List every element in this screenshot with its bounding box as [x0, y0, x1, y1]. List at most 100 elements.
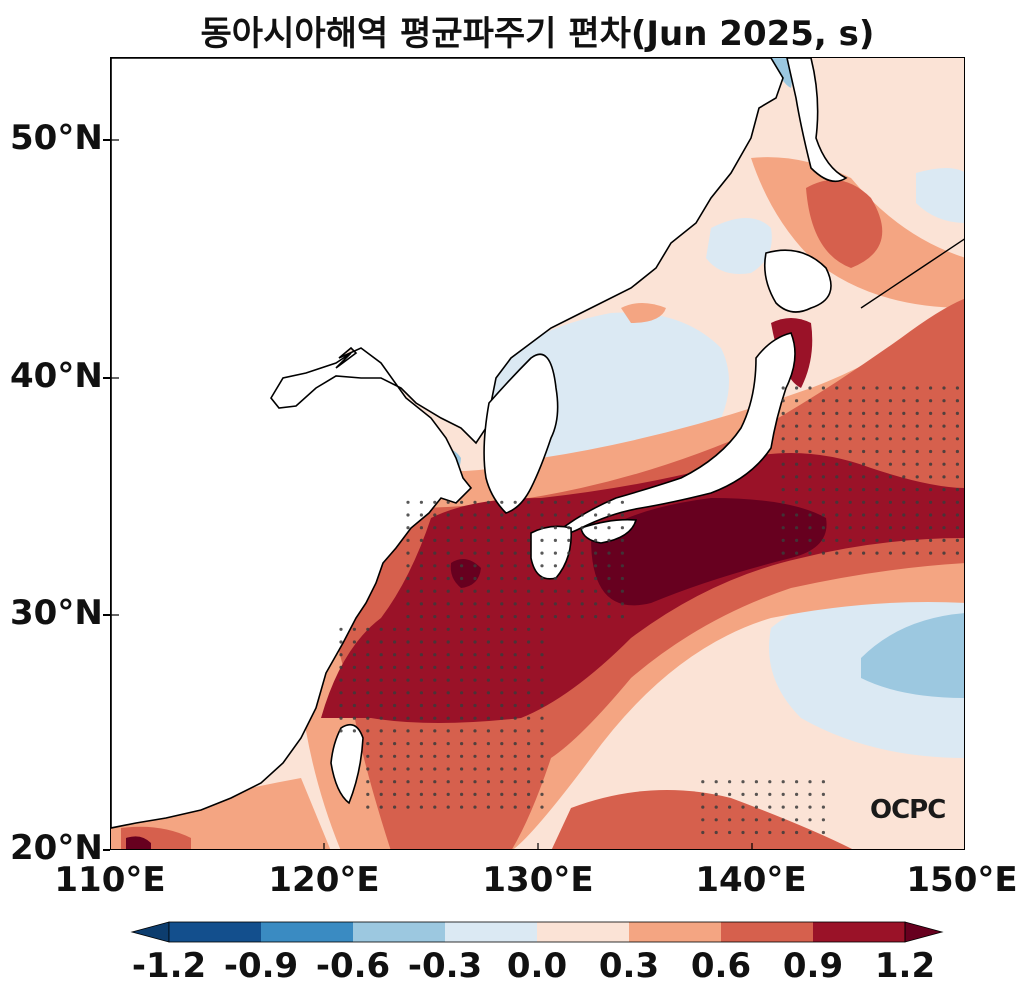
- stipple-dot: [580, 589, 584, 593]
- stipple-dot: [339, 691, 343, 695]
- stipple-dot: [473, 513, 477, 517]
- stipple-dot: [500, 691, 504, 695]
- stipple-dot: [607, 526, 611, 530]
- stipple-dot: [379, 653, 383, 657]
- stipple-dot: [366, 729, 370, 733]
- stipple-dot: [888, 386, 893, 390]
- stipple-dot: [862, 399, 866, 403]
- stipple-dot: [821, 526, 826, 530]
- stipple-dot: [500, 500, 504, 504]
- stipple-dot: [607, 589, 611, 593]
- stipple-dot: [393, 703, 397, 708]
- stipple-dot: [406, 767, 410, 771]
- stipple-dot: [835, 500, 839, 504]
- stipple-dot: [473, 551, 477, 555]
- stipple-dot: [486, 526, 490, 530]
- stipple-dot: [808, 411, 812, 415]
- stipple-dot: [406, 564, 410, 568]
- stipple-dot: [701, 792, 705, 797]
- stipple-dot: [473, 678, 477, 682]
- stipple-dot: [473, 627, 477, 631]
- stipple-dot: [513, 602, 517, 606]
- stipple-dot: [955, 526, 960, 530]
- stipple-dot: [955, 411, 960, 415]
- stipple-dot: [339, 653, 343, 657]
- stipple-dot: [352, 678, 356, 682]
- land-continent: [111, 58, 784, 829]
- stipple-dot: [942, 462, 946, 466]
- stipple-dot: [795, 488, 799, 492]
- stipple-dot: [955, 500, 960, 504]
- stipple-dot: [500, 615, 504, 619]
- stipple-dot: [875, 475, 879, 479]
- stipple-dot: [594, 564, 598, 568]
- stipple-dot: [902, 475, 906, 479]
- stipple-dot: [513, 589, 517, 593]
- stipple-dot: [915, 526, 919, 530]
- stipple-dot: [500, 513, 504, 517]
- stipple-dot: [393, 742, 397, 746]
- stipple-dot: [808, 830, 812, 835]
- stipple-dot: [781, 399, 785, 403]
- stipple-dot: [500, 576, 504, 581]
- stipple-dot: [473, 615, 477, 619]
- stipple-dot: [460, 640, 464, 644]
- stipple-dot: [567, 589, 571, 593]
- stipple-dot: [580, 564, 584, 568]
- stipple-dot: [741, 780, 745, 784]
- stipple-dot: [540, 665, 544, 670]
- stipple-dot: [406, 729, 410, 733]
- stipple-dot: [406, 576, 410, 581]
- stipple-dot: [393, 729, 397, 733]
- stipple-dot: [607, 513, 611, 517]
- stipple-dot: [929, 513, 933, 517]
- stipple-dot: [486, 538, 490, 542]
- stipple-dot: [781, 780, 785, 784]
- stipple-dot: [862, 475, 866, 479]
- stipple-dot: [808, 488, 812, 492]
- stipple-dot: [513, 653, 517, 657]
- field-negative-region: [706, 218, 772, 274]
- stipple-dot: [701, 805, 705, 809]
- stipple-dot: [446, 780, 450, 784]
- stipple-dot: [888, 437, 893, 441]
- stipple-dot: [513, 716, 517, 720]
- stipple-dot: [553, 526, 557, 530]
- stipple-dot: [781, 513, 785, 517]
- stipple-dot: [513, 729, 517, 733]
- stipple-dot: [379, 691, 383, 695]
- colorbar-segment: [169, 922, 261, 942]
- stipple-dot: [714, 805, 718, 809]
- stipple-dot: [500, 792, 504, 797]
- stipple-dot: [419, 500, 423, 504]
- colorbar-segment: [537, 922, 629, 942]
- stipple-dot: [808, 462, 812, 466]
- stipple-dot: [433, 538, 437, 542]
- stipple-dot: [433, 742, 437, 746]
- stipple-dot: [915, 462, 919, 466]
- colorbar-tick-label: 0.9: [782, 946, 844, 986]
- stipple-dot: [553, 538, 557, 542]
- stipple-dot: [781, 386, 785, 390]
- stipple-dot: [795, 386, 799, 390]
- stipple-dot: [366, 640, 370, 644]
- stipple-dot: [513, 754, 517, 758]
- stipple-dot: [580, 551, 584, 555]
- stipple-dot: [419, 805, 423, 809]
- stipple-dot: [486, 640, 490, 644]
- field-negative-region: [916, 168, 964, 223]
- stipple-dot: [540, 627, 544, 631]
- stipple-dot: [768, 818, 772, 822]
- stipple-dot: [460, 767, 464, 771]
- stipple-dot: [580, 576, 584, 581]
- stipple-dot: [486, 615, 490, 619]
- stipple-dot: [540, 576, 544, 581]
- stipple-dot: [486, 513, 490, 517]
- stipple-dot: [406, 551, 410, 555]
- stipple-dot: [781, 538, 785, 542]
- stipple-dot: [929, 462, 933, 466]
- stipple-dot: [446, 742, 450, 746]
- stipple-dot: [808, 780, 812, 784]
- stipple-dot: [955, 437, 960, 441]
- lon-tick-label: 120°E: [268, 860, 380, 900]
